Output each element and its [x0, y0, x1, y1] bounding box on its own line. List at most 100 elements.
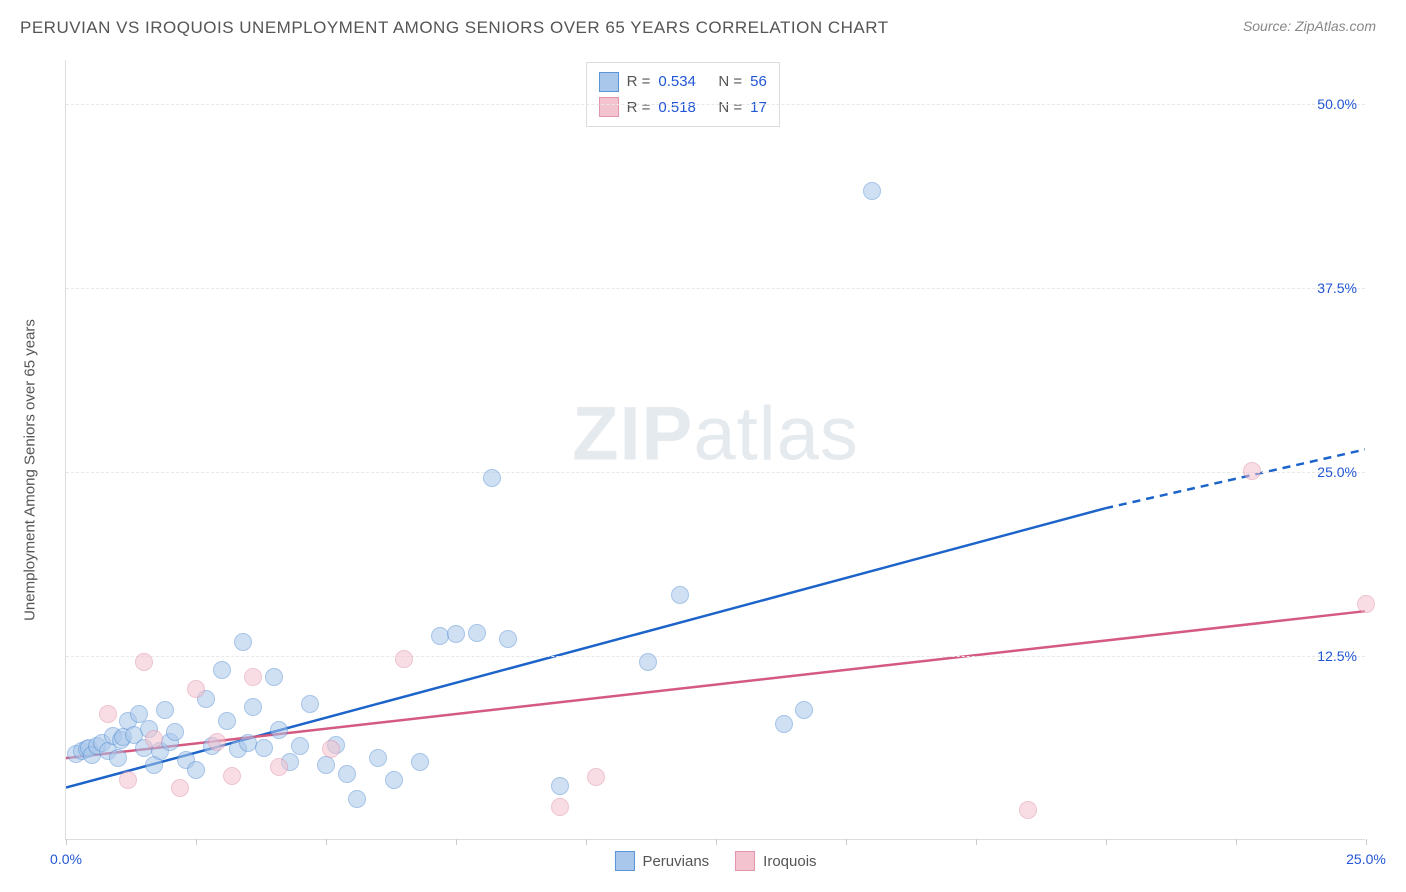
legend-swatch	[599, 97, 619, 117]
x-tick-label: 0.0%	[50, 851, 82, 867]
data-point	[270, 758, 288, 776]
x-tick-mark	[976, 839, 977, 845]
x-tick-mark	[716, 839, 717, 845]
y-tick-label: 50.0%	[1317, 96, 1357, 112]
data-point	[135, 653, 153, 671]
x-tick-mark	[326, 839, 327, 845]
x-tick-label: 25.0%	[1346, 851, 1386, 867]
data-point	[1357, 595, 1375, 613]
y-axis-label: Unemployment Among Seniors over 65 years	[22, 319, 39, 621]
r-value: 0.534	[658, 69, 710, 95]
trend-line	[66, 611, 1365, 758]
legend-item: Peruvians	[614, 851, 709, 871]
data-point	[265, 668, 283, 686]
data-point	[338, 765, 356, 783]
trend-lines	[66, 60, 1365, 839]
legend-label: Peruvians	[642, 853, 709, 870]
data-point	[213, 661, 231, 679]
data-point	[156, 701, 174, 719]
data-point	[223, 767, 241, 785]
n-value: 17	[750, 95, 767, 121]
x-tick-mark	[586, 839, 587, 845]
gridline	[66, 288, 1365, 289]
data-point	[208, 733, 226, 751]
data-point	[187, 680, 205, 698]
data-point	[1243, 462, 1261, 480]
data-point	[499, 630, 517, 648]
data-point	[348, 790, 366, 808]
data-point	[322, 740, 340, 758]
y-tick-label: 12.5%	[1317, 648, 1357, 664]
data-point	[369, 749, 387, 767]
data-point	[171, 779, 189, 797]
watermark-light: atlas	[693, 391, 859, 476]
x-tick-mark	[1366, 839, 1367, 845]
r-label: R =	[627, 69, 651, 95]
y-tick-label: 37.5%	[1317, 280, 1357, 296]
source-label: Source:	[1243, 18, 1295, 34]
data-point	[109, 749, 127, 767]
data-point	[447, 625, 465, 643]
chart-area: Unemployment Among Seniors over 65 years…	[50, 60, 1380, 880]
data-point	[863, 182, 881, 200]
data-point	[244, 668, 262, 686]
legend-swatch	[735, 851, 755, 871]
source-attribution: Source: ZipAtlas.com	[1243, 18, 1376, 34]
data-point	[395, 650, 413, 668]
gridline	[66, 656, 1365, 657]
x-tick-mark	[456, 839, 457, 845]
y-tick-label: 25.0%	[1317, 464, 1357, 480]
x-tick-mark	[66, 839, 67, 845]
data-point	[483, 469, 501, 487]
data-point	[551, 798, 569, 816]
x-tick-mark	[1106, 839, 1107, 845]
data-point	[187, 761, 205, 779]
chart-title: PERUVIAN VS IROQUOIS UNEMPLOYMENT AMONG …	[20, 18, 889, 38]
gridline	[66, 472, 1365, 473]
watermark: ZIPatlas	[572, 390, 859, 477]
data-point	[291, 737, 309, 755]
gridline	[66, 104, 1365, 105]
n-label: N =	[718, 95, 742, 121]
source-name: ZipAtlas.com	[1295, 18, 1376, 34]
data-point	[795, 701, 813, 719]
data-point	[551, 777, 569, 795]
header: PERUVIAN VS IROQUOIS UNEMPLOYMENT AMONG …	[0, 0, 1406, 48]
correlation-legend: R = 0.534 N = 56 R = 0.518 N = 17	[586, 62, 780, 127]
data-point	[385, 771, 403, 789]
data-point	[317, 756, 335, 774]
data-point	[775, 715, 793, 733]
data-point	[301, 695, 319, 713]
data-point	[244, 698, 262, 716]
data-point	[218, 712, 236, 730]
data-point	[145, 730, 163, 748]
data-point	[99, 705, 117, 723]
x-tick-mark	[196, 839, 197, 845]
data-point	[119, 771, 137, 789]
data-point	[639, 653, 657, 671]
data-point	[270, 721, 288, 739]
data-point	[587, 768, 605, 786]
n-label: N =	[718, 69, 742, 95]
watermark-bold: ZIP	[572, 391, 693, 476]
data-point	[468, 624, 486, 642]
legend-row: R = 0.518 N = 17	[599, 95, 767, 121]
n-value: 56	[750, 69, 767, 95]
data-point	[411, 753, 429, 771]
legend-swatch	[614, 851, 634, 871]
plot-region: ZIPatlas R =0.534N =56R =0.518N =17 Peru…	[65, 60, 1365, 840]
legend-swatch	[599, 72, 619, 92]
x-tick-mark	[846, 839, 847, 845]
series-legend: Peruvians Iroquois	[614, 851, 816, 871]
data-point	[1019, 801, 1037, 819]
x-tick-mark	[1236, 839, 1237, 845]
data-point	[255, 739, 273, 757]
data-point	[671, 586, 689, 604]
r-value: 0.518	[658, 95, 710, 121]
legend-row: R = 0.534 N = 56	[599, 69, 767, 95]
legend-label: Iroquois	[763, 853, 816, 870]
data-point	[234, 633, 252, 651]
legend-item: Iroquois	[735, 851, 816, 871]
r-label: R =	[627, 95, 651, 121]
data-point	[166, 723, 184, 741]
